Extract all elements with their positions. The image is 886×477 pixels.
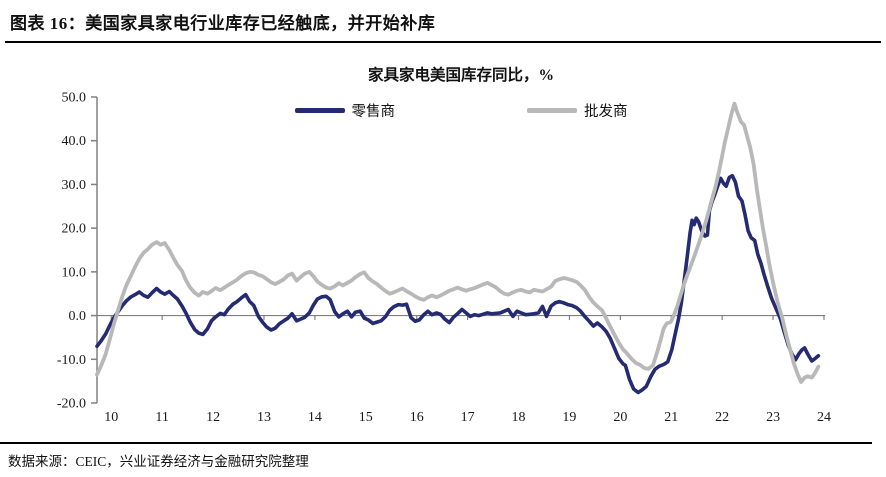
series-line-wholesalers — [95, 101, 821, 384]
footer-rule — [0, 442, 872, 444]
x-axis-tick-label: 13 — [257, 410, 271, 425]
legend-label-wholesalers: 批发商 — [584, 104, 628, 120]
y-axis-tick-label: 10.0 — [62, 265, 87, 280]
y-axis-tick-label: 30.0 — [62, 178, 87, 193]
y-axis-tick-label: 0.0 — [69, 309, 87, 324]
x-axis-tick-label: 20 — [613, 410, 627, 425]
x-axis-tick-label: 16 — [410, 410, 424, 425]
x-axis-tick-label: 12 — [206, 410, 220, 425]
y-axis-tick-label: 20.0 — [62, 222, 87, 237]
chart-title: 家具家电美国库存同比，% — [367, 67, 554, 84]
chart-legend: 零售商 批发商 — [97, 100, 825, 121]
wholesalers-line-swatch — [527, 108, 577, 113]
y-axis-tick-label: -10.0 — [57, 353, 86, 368]
y-axis-tick-label: 40.0 — [62, 134, 87, 149]
x-axis-tick-label: 11 — [155, 410, 168, 425]
x-axis-tick-label: 23 — [766, 410, 780, 425]
x-axis-tick-label: 14 — [308, 410, 322, 425]
legend-item-wholesalers: 批发商 — [527, 100, 628, 121]
x-axis-tick-label: 21 — [664, 410, 678, 425]
legend-label-retailers: 零售商 — [351, 104, 396, 120]
retailers-line-swatch — [294, 108, 345, 113]
x-axis-tick-label: 24 — [817, 410, 831, 425]
x-axis-tick-label: 17 — [461, 410, 475, 425]
x-axis-tick-label: 15 — [359, 410, 373, 425]
x-axis-tick-label: 22 — [715, 410, 729, 425]
legend-item-retailers: 零售商 — [294, 100, 396, 121]
figure-caption: 图表 16：美国家具家电行业库存已经触底，并开始补库 — [10, 14, 436, 33]
x-axis-tick-label: 19 — [562, 410, 576, 425]
x-axis-tick-label: 18 — [512, 410, 526, 425]
header-rule — [5, 41, 881, 43]
y-axis-tick-label: 50.0 — [62, 91, 87, 106]
x-axis-tick-label: 10 — [104, 410, 118, 425]
source-note: 数据来源：CEIC，兴业证券经济与金融研究院整理 — [8, 454, 309, 469]
y-axis-tick-label: -20.0 — [57, 397, 86, 412]
